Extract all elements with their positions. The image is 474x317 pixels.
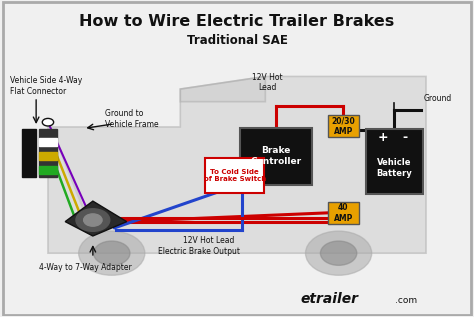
Polygon shape [65, 201, 127, 236]
Text: .com: .com [395, 296, 418, 305]
Bar [39, 152, 57, 160]
Text: Electric Brake Output: Electric Brake Output [158, 247, 240, 256]
Text: Vehicle
Battery: Vehicle Battery [376, 158, 412, 178]
Polygon shape [48, 76, 426, 253]
Text: etrailer: etrailer [301, 292, 359, 306]
FancyBboxPatch shape [240, 127, 312, 185]
Text: Ground to
Vehicle Frame: Ground to Vehicle Frame [105, 109, 158, 129]
Text: +: + [378, 132, 389, 145]
FancyBboxPatch shape [205, 158, 264, 193]
Text: 4-Way to 7-Way Adapter: 4-Way to 7-Way Adapter [38, 263, 131, 272]
Circle shape [93, 241, 130, 265]
FancyBboxPatch shape [328, 202, 359, 224]
Text: Vehicle Side 4-Way
Flat Connector: Vehicle Side 4-Way Flat Connector [10, 76, 82, 96]
Text: Brake
Controller: Brake Controller [250, 146, 301, 166]
Text: How to Wire Electric Trailer Brakes: How to Wire Electric Trailer Brakes [79, 14, 395, 29]
Circle shape [79, 231, 145, 275]
Bar [38, 128, 57, 178]
Text: To Cold Side
of Brake Switch: To Cold Side of Brake Switch [203, 169, 266, 182]
Text: 40
AMP: 40 AMP [334, 203, 353, 223]
Text: Ground: Ground [424, 94, 452, 103]
Bar [22, 128, 36, 178]
Circle shape [76, 209, 110, 231]
Circle shape [306, 231, 372, 275]
Polygon shape [180, 76, 265, 102]
Text: Traditional SAE: Traditional SAE [187, 34, 287, 47]
Text: -: - [402, 132, 408, 145]
Text: 12V Hot
Lead: 12V Hot Lead [253, 73, 283, 93]
Bar [39, 138, 57, 146]
Text: 12V Hot Lead: 12V Hot Lead [183, 236, 234, 245]
FancyBboxPatch shape [365, 129, 423, 194]
Circle shape [320, 241, 357, 265]
Bar [39, 166, 57, 174]
FancyBboxPatch shape [328, 115, 359, 137]
Text: 20/30
AMP: 20/30 AMP [331, 116, 355, 136]
Circle shape [83, 214, 102, 226]
Circle shape [42, 119, 54, 126]
